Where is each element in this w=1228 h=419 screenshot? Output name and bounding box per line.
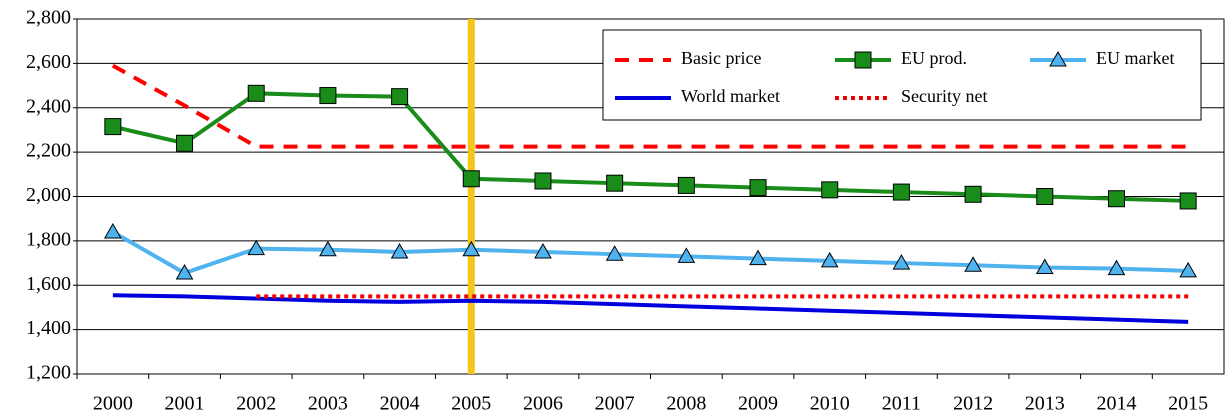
marker: [390, 242, 409, 259]
y-tick-label: 1,600: [26, 273, 71, 295]
x-tick-label: 2004: [380, 393, 420, 415]
marker: [964, 185, 982, 203]
marker: [319, 87, 337, 105]
x-tick-label: 2009: [738, 393, 778, 415]
marker: [749, 249, 767, 266]
marker: [606, 174, 624, 192]
y-tick-label: 1,400: [26, 317, 71, 339]
marker: [1179, 192, 1197, 210]
marker: [534, 242, 552, 259]
marker: [749, 179, 767, 197]
y-tick-label: 2,600: [26, 51, 71, 73]
marker: [176, 134, 194, 152]
marker: [820, 251, 839, 268]
marker: [1107, 259, 1126, 276]
legend-label: EU prod.: [901, 48, 967, 68]
marker: [1179, 261, 1198, 278]
marker: [821, 181, 839, 199]
marker: [462, 240, 481, 257]
marker: [964, 256, 982, 272]
marker: [892, 254, 911, 270]
series-line: [112, 91, 1189, 203]
marker: [1035, 258, 1054, 274]
legend-label: Basic price: [681, 48, 761, 68]
x-tick-label: 2014: [1096, 393, 1136, 415]
legend-box: [602, 29, 1202, 121]
x-tick-label: 2008: [666, 393, 706, 415]
legend-label: World market: [681, 86, 780, 106]
x-tick-label: 2013: [1025, 393, 1065, 415]
y-tick-label: 2,400: [26, 95, 71, 117]
marker: [1107, 190, 1125, 208]
marker: [854, 51, 872, 69]
marker: [247, 84, 265, 102]
y-tick-label: 2,000: [26, 184, 71, 206]
legend: Basic price EU prod. EU market World market…: [602, 29, 1202, 121]
x-tick-label: 2010: [810, 393, 850, 415]
x-tick-label: 2003: [308, 393, 348, 415]
y-tick-label: 2,200: [26, 140, 71, 162]
marker: [892, 183, 910, 201]
marker: [247, 239, 266, 256]
x-tick-label: 2015: [1168, 393, 1208, 415]
x-tick-label: 2012: [953, 393, 993, 415]
series-line: [112, 293, 1189, 324]
marker: [605, 245, 624, 261]
marker: [677, 176, 695, 194]
marker: [1036, 188, 1054, 205]
x-tick-label: 2007: [595, 393, 635, 415]
legend-label: Security net: [901, 86, 987, 106]
x-tick-label: 2005: [451, 393, 491, 415]
x-tick-label: 2000: [93, 393, 133, 415]
marker: [1049, 50, 1067, 67]
marker: [319, 240, 337, 257]
y-tick-label: 1,200: [26, 362, 71, 384]
series-line: [111, 230, 1189, 276]
x-tick-label: 2011: [882, 393, 921, 415]
x-tick-label: 2006: [523, 393, 563, 415]
marker: [677, 247, 696, 263]
marker: [534, 172, 552, 190]
marker: [175, 264, 194, 280]
marker: [104, 118, 122, 136]
y-tick-label: 1,800: [26, 228, 71, 250]
series-line: [111, 63, 1189, 149]
marker: [462, 170, 480, 188]
legend-label: EU market: [1096, 48, 1174, 68]
y-tick-label: 2,800: [26, 7, 71, 29]
marker: [391, 88, 409, 106]
marker: [103, 222, 122, 239]
x-tick-label: 2002: [236, 393, 276, 415]
x-tick-label: 2001: [165, 393, 205, 415]
